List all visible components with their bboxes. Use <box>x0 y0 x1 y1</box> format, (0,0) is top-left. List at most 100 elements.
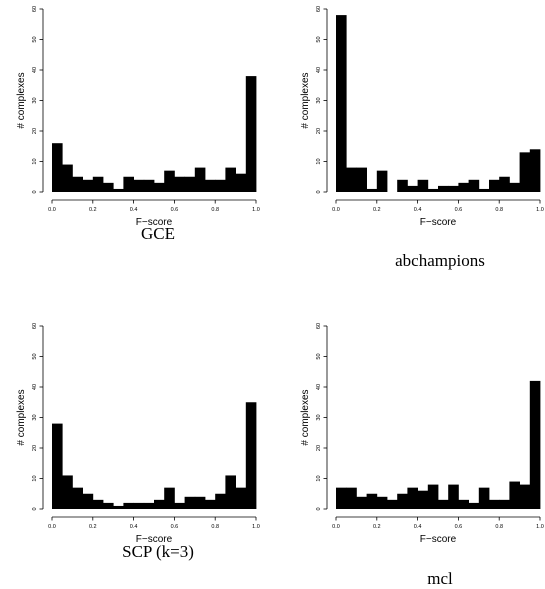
x-tick-label: 0.0 <box>332 207 340 213</box>
x-tick-label: 0.6 <box>171 524 179 530</box>
y-tick-label: 60 <box>316 323 322 329</box>
histogram-bar <box>235 173 247 192</box>
histogram-bar <box>356 167 367 192</box>
histogram-bar <box>103 502 114 509</box>
histogram-bar <box>499 176 510 192</box>
histogram-bar <box>72 176 83 192</box>
histogram-bar <box>336 487 347 509</box>
histogram-bar <box>154 182 165 192</box>
y-tick-label: 30 <box>32 97 38 103</box>
x-tick-label: 0.2 <box>373 207 381 213</box>
histogram-bar <box>245 402 257 509</box>
x-tick-label: 0.4 <box>130 524 138 530</box>
x-tick-label: 0.8 <box>211 207 219 213</box>
y-tick-label: 20 <box>316 128 322 134</box>
x-tick-label: 0.0 <box>332 524 340 530</box>
y-tick-label: 60 <box>32 323 38 329</box>
panel-caption: mcl <box>427 569 453 588</box>
histogram-bar <box>123 502 134 509</box>
y-tick-label: 50 <box>316 353 322 359</box>
histogram-bar <box>438 499 449 509</box>
histogram-bar <box>62 475 73 509</box>
histogram-bar <box>529 149 541 192</box>
histogram-bar <box>397 493 408 509</box>
x-axis-label: F−score <box>420 534 457 545</box>
histogram-bar <box>427 188 439 192</box>
y-tick-label: 40 <box>32 384 38 390</box>
histogram-bar <box>336 15 347 192</box>
histogram-bar <box>458 182 469 192</box>
y-axis-label: # complexes <box>16 389 27 445</box>
x-tick-label: 0.6 <box>171 207 179 213</box>
y-tick-label: 50 <box>32 36 38 42</box>
histogram-bar <box>82 179 94 192</box>
histogram-bar <box>438 185 449 192</box>
histogram-bar <box>52 423 63 509</box>
histogram-panel-4: 0.0 0.2 0.4 0.6 0.8 1.0 F−score 0 10 20 30 40 50 60 # … <box>300 323 544 588</box>
histogram-bar <box>448 484 459 509</box>
y-tick-label: 20 <box>316 445 322 451</box>
histogram-bar <box>468 179 480 192</box>
y-axis-label: # complexes <box>300 389 311 445</box>
y-tick-label: 10 <box>316 475 322 481</box>
histogram-bar <box>225 167 236 192</box>
y-tick-label: 40 <box>316 384 322 390</box>
x-tick-label: 1.0 <box>536 207 544 213</box>
x-axis-label: F−score <box>136 217 173 228</box>
histogram-bar <box>407 487 418 509</box>
histogram-bar <box>356 496 367 509</box>
y-tick-label: 50 <box>316 36 322 42</box>
x-tick-label: 0.4 <box>414 524 422 530</box>
y-tick-label: 30 <box>316 97 322 103</box>
histogram-bar <box>92 176 104 192</box>
histogram-bar <box>215 493 226 509</box>
histogram-bar <box>184 496 196 509</box>
histogram-panel-1: 0.0 0.2 0.4 0.6 0.8 1.0 F−score 0 10 20 30 40 50 60 # … <box>16 6 260 243</box>
histogram-bar <box>82 493 94 509</box>
y-tick-label: 10 <box>32 158 38 164</box>
y-tick-label: 30 <box>32 414 38 420</box>
histogram-bar <box>489 499 500 509</box>
histogram-bar <box>529 380 541 509</box>
x-tick-label: 0.0 <box>48 524 56 530</box>
histogram-bar <box>499 499 510 509</box>
histogram-bar <box>376 496 388 509</box>
histogram-bar <box>458 499 469 509</box>
panel-caption: SCP (k=3) <box>122 542 194 561</box>
x-tick-label: 0.0 <box>48 207 56 213</box>
histogram-bar <box>92 499 104 509</box>
x-tick-label: 0.6 <box>455 524 463 530</box>
y-tick-label: 30 <box>316 414 322 420</box>
y-tick-label: 40 <box>316 67 322 73</box>
histogram-bar <box>376 170 388 192</box>
y-tick-label: 10 <box>316 158 322 164</box>
y-tick-label: 0 <box>316 190 322 193</box>
y-tick-label: 0 <box>32 507 38 510</box>
histogram-bar <box>225 475 236 509</box>
histogram-bar <box>509 182 520 192</box>
y-tick-label: 50 <box>32 353 38 359</box>
histogram-bar <box>133 179 145 192</box>
histogram-bar <box>519 484 531 509</box>
histogram-bar <box>174 502 185 509</box>
histogram-bar <box>346 487 357 509</box>
histogram-bar <box>62 164 73 192</box>
y-tick-label: 0 <box>32 190 38 193</box>
histogram-bar <box>235 487 247 509</box>
histogram-bar <box>194 496 206 509</box>
histogram-bar <box>468 502 480 509</box>
histogram-bar <box>113 505 124 509</box>
histogram-bar <box>164 170 175 192</box>
histogram-bar <box>154 499 165 509</box>
panel-caption: abchampions <box>395 251 485 270</box>
x-axis-label: F−score <box>420 217 457 228</box>
histogram-bar <box>215 179 226 192</box>
y-tick-label: 60 <box>32 6 38 12</box>
histogram-bar <box>478 487 490 509</box>
histogram-bar <box>113 188 124 192</box>
histogram-bar <box>103 182 114 192</box>
y-tick-label: 10 <box>32 475 38 481</box>
x-tick-label: 0.8 <box>495 524 503 530</box>
histogram-bar <box>174 176 185 192</box>
